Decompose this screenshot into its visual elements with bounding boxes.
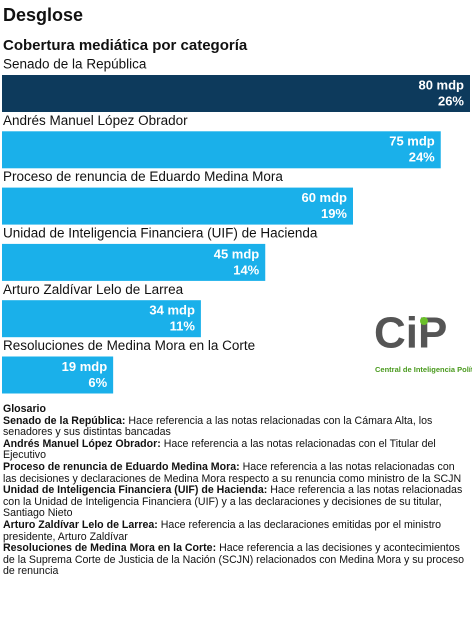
bar [2,356,114,394]
glossary-entry: Senado de la República: Hace referencia … [3,414,469,439]
glossary-entry: Arturo Zaldívar Lelo de Larrea: Hace ref… [3,518,469,543]
logo-mark: CiP [374,309,447,358]
share-label: 24% [409,150,435,165]
category-label: Resoluciones de Medina Mora en la Corte [3,338,255,353]
chart-title: Cobertura mediática por categoría [3,37,248,54]
share-label: 6% [88,375,107,390]
category-label: Unidad de Inteligencia Financiera (UIF) … [3,225,318,240]
chart: Desglose Cobertura mediática por categor… [2,5,472,394]
value-label: 45 mdp [214,246,260,261]
category-label: Arturo Zaldívar Lelo de Larrea [3,282,184,297]
glossary-entry: Resoluciones de Medina Mora en la Corte:… [3,542,469,578]
share-label: 14% [233,262,259,277]
bar [2,300,201,338]
category-label: Andrés Manuel López Obrador [3,113,188,128]
value-label: 75 mdp [389,134,435,149]
value-label: 19 mdp [62,359,108,374]
bar [2,243,266,281]
glossary: Glosario Senado de la República: Hace re… [3,403,469,578]
glossary-term: Proceso de renuncia de Eduardo Medina Mo… [3,460,240,473]
page-title: Desglose [3,5,83,25]
glossary-term: Unidad de Inteligencia Financiera (UIF) … [3,484,268,497]
glossary-text: Hace referencia a las notas relacionadas… [3,437,436,462]
share-label: 26% [438,93,464,108]
glossary-text: Hace referencia a las declaraciones emit… [3,518,442,543]
glossary-text: Hace referencia a las notas relacionadas… [3,484,463,520]
glossary-term: Arturo Zaldívar Lelo de Larrea: [3,518,158,531]
value-label: 60 mdp [301,190,347,205]
share-label: 11% [170,319,196,334]
bar [2,75,470,112]
glossary-text: Hace referencia a las notas relacionadas… [3,460,462,485]
logo-name: Central de Inteligencia Política [375,365,472,374]
bar [2,187,353,225]
value-label: 80 mdp [418,77,464,92]
glossary-entry: Proceso de renuncia de Eduardo Medina Mo… [3,460,469,485]
logo-dot [420,317,428,325]
glossary-term: Senado de la República: [3,414,126,427]
glossary-title: Glosario [3,403,46,415]
glossary-term: Andrés Manuel López Obrador: [3,437,161,450]
category-label: Senado de la República [3,57,147,72]
glossary-text: Hace referencia a las notas relacionadas… [3,414,433,439]
share-label: 19% [321,206,347,221]
value-label: 34 mdp [149,303,195,318]
category-label: Proceso de renuncia de Eduardo Medina Mo… [3,169,283,184]
bar [2,131,441,169]
glossary-entry: Unidad de Inteligencia Financiera (UIF) … [3,484,469,520]
glossary-term: Resoluciones de Medina Mora en la Corte: [3,542,217,555]
glossary-entry: Andrés Manuel López Obrador: Hace refere… [3,437,469,462]
glossary-text: Hace referencia a las decisiones y acont… [3,542,465,578]
